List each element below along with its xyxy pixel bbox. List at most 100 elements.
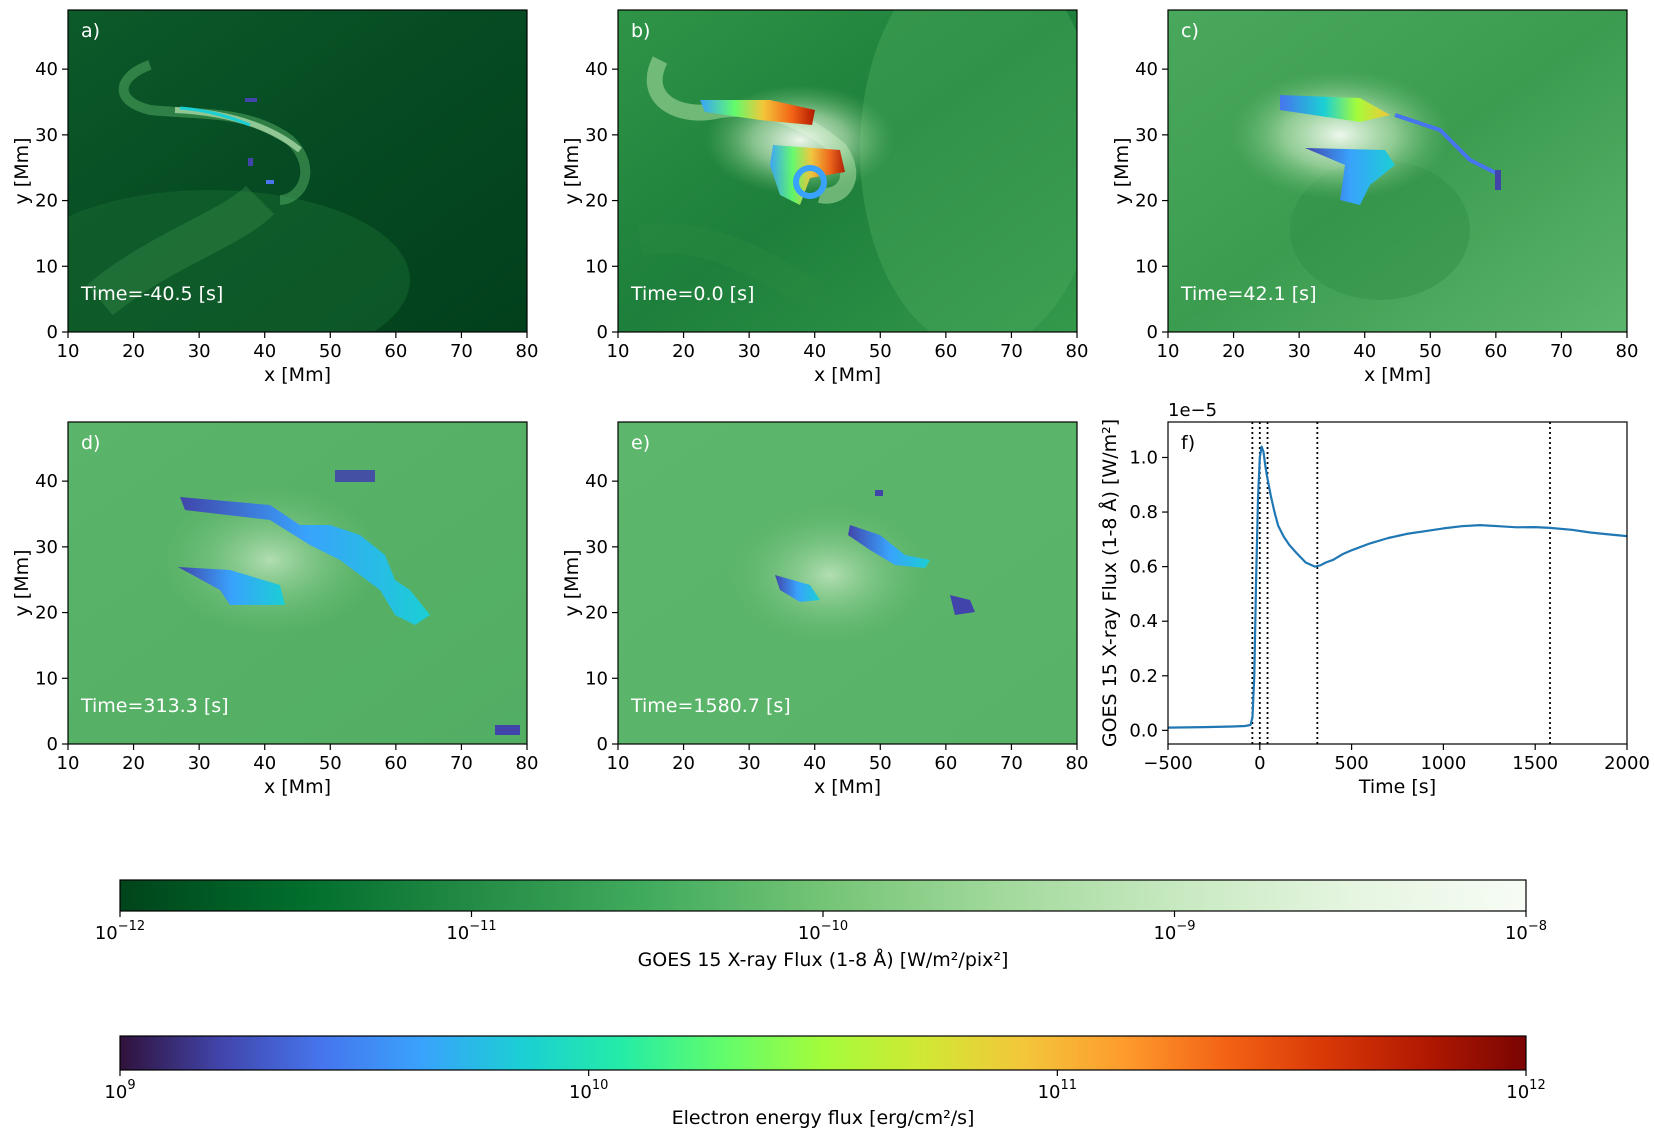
- panel-d-xtick-label: 10: [57, 753, 80, 774]
- panel-a-xtick-label: 30: [188, 341, 211, 362]
- panel-d-time-label: Time=313.3 [s]: [80, 695, 229, 717]
- panel-d-xtick-label: 60: [384, 753, 407, 774]
- panel-c-xtick-label: 70: [1550, 341, 1573, 362]
- panel-f-ytick-label: 0.0: [1129, 720, 1158, 741]
- panel-b-xtick-label: 10: [607, 341, 630, 362]
- panel-f-offset-label: 1e−5: [1168, 400, 1217, 421]
- colorbar-electron-label: Electron energy flux [erg/cm²/s]: [672, 1107, 975, 1129]
- colorbar-goes-label: GOES 15 X-ray Flux (1-8 Å) [W/m²/pix²]: [638, 948, 1009, 971]
- colorbar-electron-ticks: 109 1010 1011 1012: [104, 1070, 1546, 1103]
- panel-d: [67, 421, 528, 745]
- panel-c-ytick-label: 10: [1135, 256, 1158, 277]
- panel-f-xlabel: Time [s]: [1358, 776, 1436, 798]
- panel-a-xtick-label: 60: [384, 341, 407, 362]
- panel-f-ytick-label: 0.2: [1129, 666, 1158, 687]
- panel-b-xtick-label: 80: [1066, 341, 1089, 362]
- panel-e-image: [618, 422, 1077, 744]
- panel-a-ytick-label: 30: [35, 125, 58, 146]
- panel-e-ytick-label: 30: [585, 537, 608, 558]
- panel-b-ytick-label: 20: [585, 191, 608, 212]
- panel-d-ytick-label: 10: [35, 668, 58, 689]
- panel-c-xtick-label: 80: [1616, 341, 1639, 362]
- panel-e-xtick-label: 10: [607, 753, 630, 774]
- panel-a-ytick-label: 10: [35, 256, 58, 277]
- colorbar-tick-label: 10−10: [798, 919, 848, 944]
- panel-d-xlabel: x [Mm]: [264, 776, 331, 798]
- colorbar-tick-label: 10−9: [1153, 919, 1195, 944]
- panel-e-ytick-label: 40: [585, 471, 608, 492]
- panel-c-xtick-label: 20: [1222, 341, 1245, 362]
- panel-e-time-label: Time=1580.7 [s]: [630, 695, 791, 717]
- panel-a-time-label: Time=-40.5 [s]: [80, 283, 223, 305]
- panel-b: [617, 9, 1078, 333]
- colorbar-electron: 109 1010 1011 1012 Electron energy flux [er…: [104, 1035, 1546, 1129]
- panel-d-ylabel: y [Mm]: [11, 549, 33, 616]
- panel-c-xlabel: x [Mm]: [1364, 364, 1431, 386]
- panel-c-xtick-label: 30: [1288, 341, 1311, 362]
- panel-b-xtick-label: 70: [1000, 341, 1023, 362]
- panel-d-ytick-label: 40: [35, 471, 58, 492]
- panel-c-ytick-label: 30: [1135, 125, 1158, 146]
- panel-a-xtick-label: 10: [57, 341, 80, 362]
- panel-b-ytick-label: 0: [597, 322, 608, 343]
- panel-d-xtick-label: 30: [188, 753, 211, 774]
- panel-b-time-label: Time=0.0 [s]: [630, 283, 754, 305]
- panel-d-xtick-label: 40: [253, 753, 276, 774]
- panel-e-ytick-label: 0: [597, 734, 608, 755]
- panel-c-ylabel: y [Mm]: [1111, 137, 1133, 204]
- panel-d-label: d): [81, 432, 100, 454]
- panel-c-xtick-label: 10: [1157, 341, 1180, 362]
- panel-a-xtick-label: 40: [253, 341, 276, 362]
- panel-f-xtick-label: 500: [1334, 753, 1368, 774]
- panel-c-time-label: Time=42.1 [s]: [1180, 283, 1317, 305]
- panel-b-label: b): [631, 20, 650, 42]
- panel-a-ytick-label: 20: [35, 191, 58, 212]
- panel-f-ytick-label: 0.4: [1129, 611, 1158, 632]
- panel-d-image: [68, 422, 527, 744]
- panel-e-ylabel: y [Mm]: [561, 549, 583, 616]
- panel-e-ytick-label: 20: [585, 603, 608, 624]
- panel-b-xtick-label: 30: [738, 341, 761, 362]
- panel-a-xtick-label: 20: [122, 341, 145, 362]
- panel-a-xlabel: x [Mm]: [264, 364, 331, 386]
- panel-c-xtick-label: 50: [1419, 341, 1442, 362]
- panel-e-xtick-label: 20: [672, 753, 695, 774]
- panel-c-xtick-label: 60: [1484, 341, 1507, 362]
- panel-f-ytick-label: 0.6: [1129, 557, 1158, 578]
- panel-a-xtick-label: 50: [319, 341, 342, 362]
- panel-c-ytick-label: 20: [1135, 191, 1158, 212]
- panel-e-xtick-label: 80: [1066, 753, 1089, 774]
- panel-f-xtick-label: 1000: [1420, 753, 1466, 774]
- panel-e-label: e): [631, 432, 650, 454]
- panel-f-ytick-label: 1.0: [1129, 447, 1158, 468]
- panel-d-ytick-label: 30: [35, 537, 58, 558]
- panel-b-xtick-label: 50: [869, 341, 892, 362]
- panel-a-ylabel: y [Mm]: [11, 137, 33, 204]
- panel-f-series-line: [1167, 445, 1628, 729]
- panel-e-xtick-label: 60: [934, 753, 957, 774]
- panel-a-xtick-label: 80: [516, 341, 539, 362]
- panel-c-xtick-label: 40: [1353, 341, 1376, 362]
- panel-b-xtick-label: 60: [934, 341, 957, 362]
- panel-c-ytick-label: 40: [1135, 59, 1158, 80]
- panel-e-xtick-label: 30: [738, 753, 761, 774]
- panel-e-ytick-label: 10: [585, 668, 608, 689]
- panel-e: [617, 421, 1078, 745]
- panel-d-xtick-label: 80: [516, 753, 539, 774]
- panel-d-ytick-label: 0: [47, 734, 58, 755]
- panel-a-ytick-label: 0: [47, 322, 58, 343]
- panel-e-xtick-label: 40: [803, 753, 826, 774]
- panel-b-xlabel: x [Mm]: [814, 364, 881, 386]
- colorbar-goes: 10−12 10−11 10−10 10−9 10−8 GOES 15 X-ray Fl…: [95, 879, 1547, 971]
- panel-f-xtick-label: 0: [1254, 753, 1265, 774]
- colorbar-tick-label: 10−8: [1505, 919, 1547, 944]
- panel-f-xtick-label: 1500: [1512, 753, 1558, 774]
- panel-f-label: f): [1181, 432, 1195, 454]
- panel-a-image: [68, 10, 527, 332]
- panel-d-xtick-label: 20: [122, 753, 145, 774]
- panel-b-xtick-label: 20: [672, 341, 695, 362]
- panel-b-ylabel: y [Mm]: [561, 137, 583, 204]
- panel-b-ytick-label: 40: [585, 59, 608, 80]
- panel-a: [67, 9, 528, 333]
